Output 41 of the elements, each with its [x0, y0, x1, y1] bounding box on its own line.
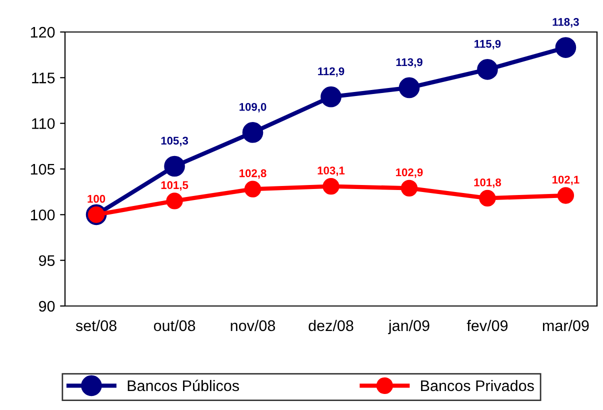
x-tick-label: jan/09 — [388, 320, 430, 334]
point — [479, 190, 496, 207]
data-label: 118,3 — [552, 18, 579, 28]
x-tick-label: fev/09 — [466, 320, 508, 332]
data-label: 103,1 — [318, 166, 345, 176]
point — [398, 77, 420, 98]
data-label: 105,3 — [161, 136, 188, 146]
y-tick-label: 105 — [30, 164, 55, 175]
point — [477, 59, 498, 80]
x-tick-label: set/08 — [76, 320, 116, 332]
x-tick-label: mar/09 — [542, 320, 589, 332]
point — [320, 86, 342, 108]
y-tick-label: 95 — [39, 255, 55, 266]
data-label: 102,9 — [396, 168, 423, 178]
data-label: 100 — [88, 194, 106, 203]
data-label: 101,8 — [474, 178, 502, 188]
y-tick-label: 115 — [32, 72, 55, 84]
legend-label: Bancos Privados — [421, 380, 534, 392]
data-label: 112,9 — [318, 67, 344, 77]
point — [555, 37, 576, 58]
y-tick-label: 90 — [39, 300, 55, 312]
point — [242, 122, 264, 143]
data-label: 109,0 — [240, 102, 266, 112]
data-label: 101,5 — [161, 181, 188, 191]
point — [322, 178, 340, 195]
x-tick-label: dez/08 — [308, 320, 354, 332]
x-tick-label: nov/08 — [230, 320, 276, 332]
legend-label: Bancos Públicos — [128, 380, 239, 392]
point — [166, 192, 183, 210]
point — [164, 156, 185, 177]
x-tick-label: out/08 — [154, 320, 196, 332]
point — [244, 180, 262, 198]
y-tick-label: 100 — [30, 210, 55, 220]
point — [400, 180, 418, 197]
y-tick-label: 120 — [30, 26, 55, 38]
y-tick-label: 110 — [32, 118, 55, 130]
point — [557, 187, 574, 204]
data-label: 115,9 — [474, 40, 501, 50]
data-label: 102,1 — [552, 176, 580, 186]
data-label: 102,8 — [240, 169, 266, 179]
data-label: 113,9 — [396, 58, 422, 68]
